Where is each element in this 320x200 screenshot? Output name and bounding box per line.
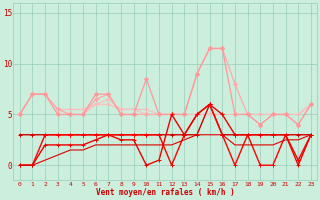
X-axis label: Vent moyen/en rafales ( km/h ): Vent moyen/en rafales ( km/h ) — [96, 188, 235, 197]
